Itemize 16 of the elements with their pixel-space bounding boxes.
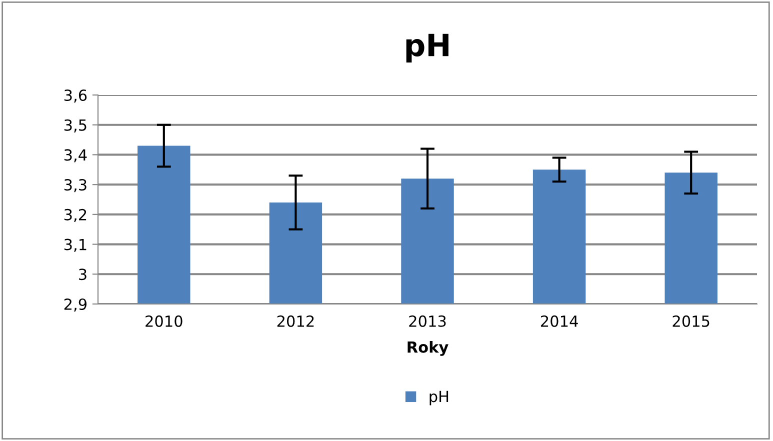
- y-tick-label: 3,1: [64, 238, 86, 252]
- y-tick-label: 3: [79, 268, 86, 280]
- x-tick-label: 2010: [146, 315, 182, 327]
- legend-label: pH: [430, 390, 448, 406]
- y-tick-label: 3,3: [64, 179, 86, 192]
- y-tick-label: 3,4: [64, 149, 87, 162]
- x-axis-title: Roky: [408, 341, 448, 356]
- x-tick-label: 2015: [672, 315, 710, 327]
- y-tick-label: 3,5: [64, 119, 86, 132]
- x-tick-label: 2013: [409, 315, 446, 327]
- x-tick-label: 2012: [277, 315, 314, 327]
- x-tick-label: 2014: [540, 315, 578, 327]
- y-tick-label: 3,6: [64, 89, 87, 103]
- chart-title: pH: [406, 34, 448, 62]
- y-tick-label: 3,2: [64, 208, 86, 222]
- y-tick-label: 2,9: [64, 298, 87, 312]
